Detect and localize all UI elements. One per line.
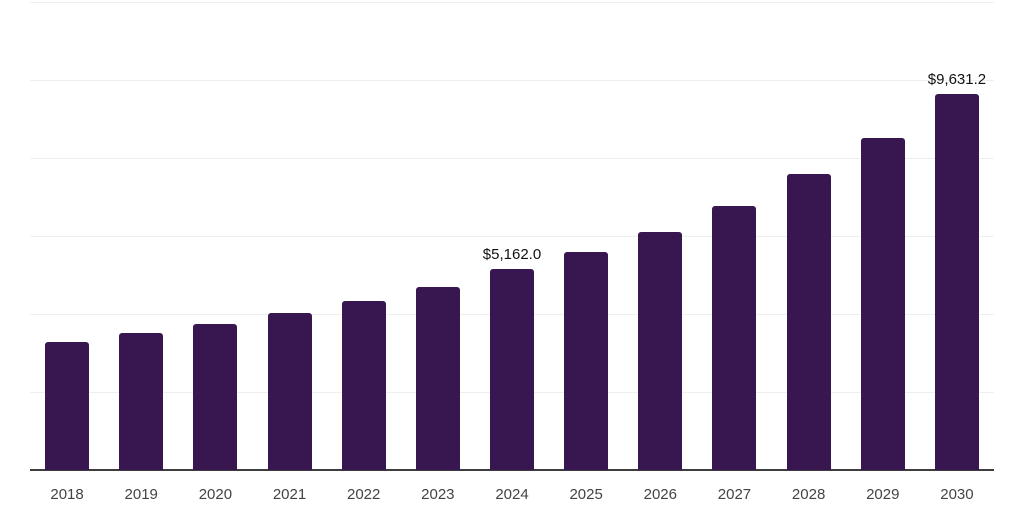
x-tick-label-2024: 2024 — [495, 486, 529, 503]
x-tick-label-2028: 2028 — [791, 486, 826, 503]
bar-2027 — [712, 205, 757, 470]
bar-2030 — [934, 94, 979, 470]
x-tick-label-2023: 2023 — [421, 486, 455, 503]
bar-2018 — [45, 342, 90, 470]
x-tick-label-2021: 2021 — [272, 486, 307, 503]
bar-2023 — [415, 287, 460, 470]
bar-2019 — [119, 333, 164, 470]
x-axis-line — [30, 469, 994, 471]
bar-2020 — [193, 324, 238, 470]
gridline-12000 — [30, 2, 994, 3]
x-tick-label-2026: 2026 — [643, 486, 677, 503]
x-tick-label-2019: 2019 — [124, 486, 158, 503]
bar-2028 — [786, 173, 831, 470]
bar-2024 — [490, 268, 534, 470]
bar-2021 — [267, 313, 312, 470]
x-tick-label-2020: 2020 — [198, 486, 233, 503]
x-tick-label-2022: 2022 — [347, 486, 381, 503]
bar-2026 — [638, 231, 683, 470]
gridline-10000 — [30, 80, 994, 81]
bar-value-label-2030: $9,631.2 — [927, 71, 987, 89]
gridline-8000 — [30, 158, 994, 159]
bar-2022 — [341, 301, 386, 470]
bar-value-label-2024: $5,162.0 — [482, 245, 542, 263]
bar-2025 — [564, 251, 609, 470]
bar-2029 — [860, 137, 905, 470]
x-tick-label-2018: 2018 — [50, 486, 84, 503]
x-tick-label-2027: 2027 — [717, 486, 752, 503]
x-tick-label-2025: 2025 — [569, 486, 603, 503]
x-tick-label-2029: 2029 — [866, 486, 900, 503]
x-tick-label-2030: 2030 — [940, 486, 974, 503]
gridline-6000 — [30, 236, 994, 237]
